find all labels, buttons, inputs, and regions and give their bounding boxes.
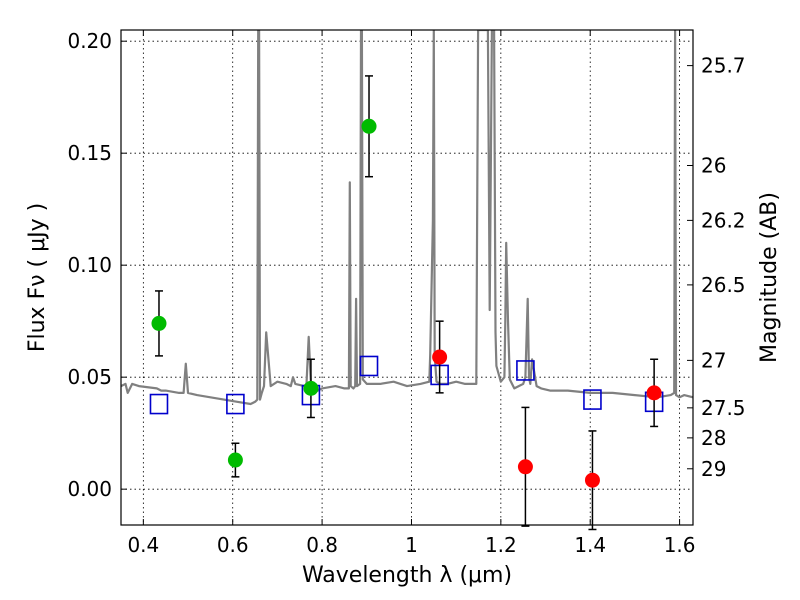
y-tick-label: 0.10 (67, 253, 112, 277)
axis-ticks: 0.4 0.6 0.8 1 1.2 1.4 1.6 0.00 0.05 0.10 0.15 0.20 2… (67, 29, 745, 557)
right-tick-label: 29 (701, 457, 726, 481)
right-tick-label: 26 (701, 154, 726, 178)
green-data-point (303, 380, 319, 396)
y-tick-label: 0.05 (67, 365, 112, 389)
x-tick-label: 0.4 (127, 533, 159, 557)
right-tick-label: 25.7 (701, 54, 746, 78)
x-tick-label: 1.2 (485, 533, 517, 557)
right-tick-label: 28 (701, 426, 726, 450)
model-square (359, 355, 379, 377)
model-square (583, 389, 602, 410)
marker-layer (149, 75, 664, 531)
right-tick-label: 27.5 (701, 396, 746, 420)
grid-lines (121, 30, 693, 525)
y-tick-label: 0.20 (67, 29, 112, 53)
red-data-point (517, 459, 533, 475)
y-tick-label: 0.15 (67, 141, 112, 165)
right-tick-label: 26.5 (701, 273, 746, 297)
model-square (149, 393, 169, 415)
plot-frame (120, 29, 694, 526)
x-tick-label: 0.8 (306, 533, 338, 557)
red-data-point (646, 385, 662, 401)
green-data-point (151, 315, 167, 331)
y-tick-label: 0.00 (67, 477, 112, 501)
green-data-point (227, 452, 243, 468)
y-axis-label: Flux Fν ( μJy ) (25, 203, 50, 352)
spectrum-line (121, 30, 693, 406)
red-data-point (432, 349, 448, 365)
spectrum-layer (121, 30, 693, 406)
right-tick-label: 27 (701, 348, 726, 372)
x-tick-label: 1 (405, 533, 418, 557)
red-data-point (584, 472, 600, 488)
model-square (226, 393, 245, 415)
x-axis-label: Wavelength λ (μm) (302, 563, 512, 588)
right-axis-label: Magnitude (AB) (757, 192, 782, 363)
x-tick-label: 1.6 (664, 533, 696, 557)
right-tick-label: 26.2 (701, 208, 746, 232)
x-tick-label: 0.6 (217, 533, 249, 557)
x-tick-label: 1.4 (574, 533, 606, 557)
model-square (516, 360, 535, 381)
green-data-point (361, 118, 377, 134)
